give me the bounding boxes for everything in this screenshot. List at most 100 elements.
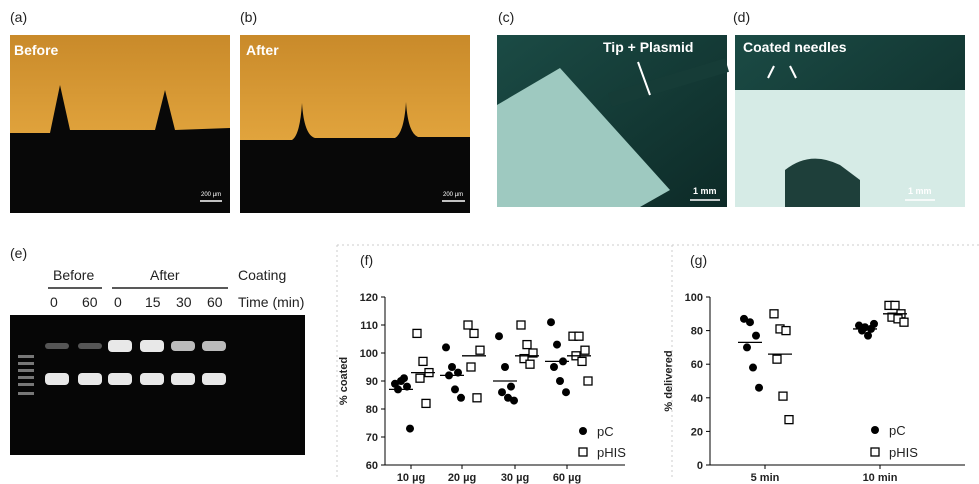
gel-group: After [150,267,180,283]
point [507,382,515,391]
lane-label: 15 [145,294,161,310]
y-tick-label: 100 [685,292,703,304]
point [472,393,482,403]
point [562,388,570,397]
lane-label: 60 [207,294,223,310]
point [421,398,431,409]
point [769,309,779,319]
panel-label: (d) [733,9,750,25]
photo-d [735,35,965,207]
y-tick-label: 110 [360,320,378,332]
panel-label: (e) [10,245,27,261]
y-tick-label: 120 [360,292,378,304]
point [547,318,555,327]
photo-c [497,35,730,207]
point [510,396,518,405]
point [469,328,479,339]
point [778,391,788,401]
gel-lane-label: Time (min) [238,294,304,310]
legend-label: pHIS [597,445,626,460]
point [412,328,422,339]
legend-marker [871,426,879,434]
y-tick-label: 80 [366,404,378,416]
y-tick-label: 40 [691,393,703,405]
scale-label: 1 mm [908,186,932,196]
point [519,353,529,364]
point [580,345,590,355]
gel-row-label: Coating [238,267,286,283]
point [442,343,450,352]
point [451,385,459,394]
point [784,414,794,425]
legend-label: pHIS [889,445,918,460]
panel-label: (f) [360,252,373,268]
legend-label: pC [597,424,614,439]
point [466,362,476,372]
scale-label: 1 mm [693,186,717,196]
point [864,331,872,340]
point [501,363,509,371]
scale-label: 200 µm [443,192,463,198]
point [498,388,506,397]
y-tick-label: 90 [366,376,378,388]
photo-b [240,35,470,213]
point [400,374,408,383]
point [746,318,754,327]
x-tick-label: 10 min [863,472,898,484]
x-tick-label: 60 µg [553,472,581,484]
point [583,376,593,386]
point [463,320,473,330]
photo-caption: Coated needles [743,39,847,55]
panel-label: (b) [240,9,257,25]
point [406,424,414,433]
scale-label: 200 µm [201,192,221,198]
point [755,383,763,392]
x-tick-label: 5 min [751,472,780,484]
point [457,393,465,402]
point [528,348,538,358]
legend-marker [579,427,587,435]
photo-caption: Tip + Plasmid [603,39,693,55]
photo-caption: After [246,42,279,58]
point [870,319,878,328]
point [550,363,558,371]
panel-label: (c) [498,9,514,25]
x-tick-label: 10 µg [397,472,425,484]
legend-marker [870,447,880,457]
panel-label: (g) [690,252,707,268]
y-axis-label: % delivered [663,350,675,411]
y-tick-label: 100 [360,348,378,360]
x-tick-label: 20 µg [448,472,476,484]
point [454,368,462,377]
point [553,340,561,349]
photo-a [10,35,230,213]
y-tick-label: 0 [697,460,703,472]
photo-caption: Before [14,42,59,58]
point [899,317,909,327]
legend-label: pC [889,423,906,438]
point [577,356,587,367]
lane-label: 0 [114,294,122,310]
point [574,331,584,341]
y-tick-label: 80 [691,326,703,338]
point [890,300,900,311]
y-tick-label: 60 [366,460,378,472]
point [418,356,428,367]
gel [10,287,305,455]
point [475,345,485,355]
point [525,359,535,369]
point [749,363,757,372]
point [415,373,425,383]
lane-label: 60 [82,294,98,310]
lane-label: 30 [176,294,192,310]
point [448,363,456,371]
point [740,314,748,323]
point [403,382,411,391]
point [772,354,782,364]
point [556,377,564,385]
y-tick-label: 60 [691,359,703,371]
point [522,339,532,350]
point [495,332,503,341]
x-tick-label: 30 µg [501,472,529,484]
